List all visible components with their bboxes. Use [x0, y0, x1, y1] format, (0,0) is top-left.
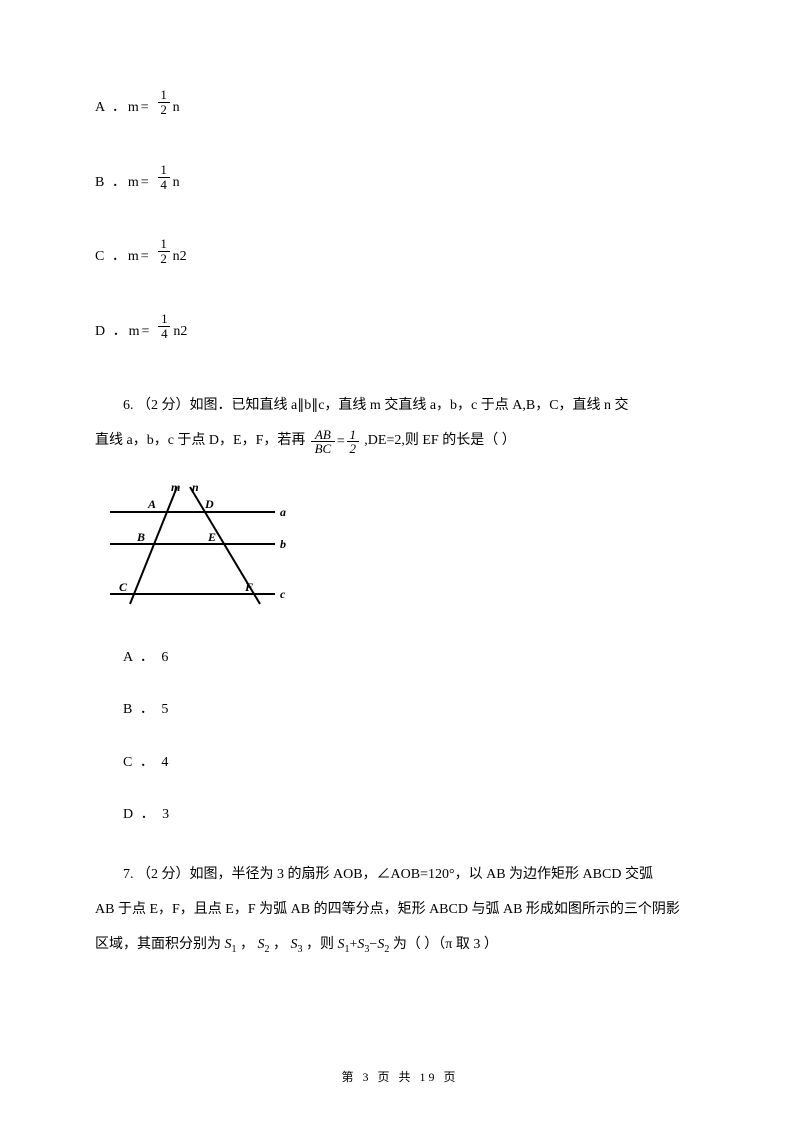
q6-answer-b: B ． 5	[95, 699, 705, 721]
option-b: B ．m= 1 4 n	[95, 165, 705, 195]
option-d-fraction: 1 4	[158, 312, 170, 342]
svg-text:A: A	[147, 497, 156, 511]
sep1: ，	[240, 937, 258, 952]
option-b-suffix: n	[173, 172, 180, 194]
q6-answer-a: A ． 6	[95, 647, 705, 669]
option-d: D ．m= 1 4 n2	[95, 314, 705, 344]
frac-ab-bc: AB BC	[311, 428, 335, 455]
frac-numerator: 1	[158, 88, 169, 102]
frac-numerator: 1	[348, 428, 359, 441]
option-c-fraction: 1 2	[158, 237, 170, 267]
q6-line1: 6. （2 分）如图．已知直线 a∥b∥c，直线 m 交直线 a，b，c 于点 …	[95, 388, 705, 423]
option-d-label: D ．m=	[95, 321, 151, 343]
q6-answer-d: D ． 3	[95, 804, 705, 826]
svg-text:m: m	[171, 480, 180, 494]
option-b-label: B ．m=	[95, 172, 151, 194]
svg-text:E: E	[207, 530, 216, 544]
q6-diagram: A D B E C F a b c m n	[95, 479, 705, 622]
s2-var: S	[258, 937, 265, 952]
frac-denominator: BC	[313, 442, 334, 455]
s1-sub: 1	[232, 943, 237, 954]
q7-line2: AB 于点 E，F，且点 E，F 为弧 AB 的四等分点，矩形 ABCD 与弧 …	[95, 892, 705, 927]
equals: =	[337, 424, 345, 459]
q7-line3-pre: 区域，其面积分别为	[95, 937, 225, 952]
sep2: ，	[273, 937, 291, 952]
q7-line1: 7. （2 分）如图，半径为 3 的扇形 AOB，∠AOB=120°，以 AB …	[95, 857, 705, 892]
option-a-label: A ．m=	[95, 97, 151, 119]
svg-text:b: b	[280, 537, 286, 551]
frac-numerator: 1	[158, 237, 169, 251]
option-c: C ．m= 1 2 n2	[95, 239, 705, 269]
q6-line2: 直线 a，b，c 于点 D，E，F，若再 AB BC = 1 2 ,DE=2,则…	[95, 423, 705, 458]
svg-text:c: c	[280, 587, 286, 601]
question-7: 7. （2 分）如图，半径为 3 的扇形 AOB，∠AOB=120°，以 AB …	[95, 857, 705, 962]
svg-text:D: D	[204, 497, 214, 511]
q7-line3-post: 为（ ）（π 取 3 ）	[393, 937, 498, 952]
frac-numerator: 1	[159, 312, 170, 326]
svg-text:a: a	[280, 505, 286, 519]
q7-line3: 区域，其面积分别为 S1 ， S2 ， S3 ，则 S1+S3−S2 为（ ）（…	[95, 927, 705, 962]
frac-denominator: 2	[348, 442, 359, 455]
q6-ratio: AB BC = 1 2	[309, 424, 361, 459]
s3-sub: 3	[298, 943, 303, 954]
option-c-suffix: n2	[173, 246, 187, 268]
svg-text:C: C	[119, 580, 128, 594]
option-a-fraction: 1 2	[158, 88, 170, 118]
question-6: 6. （2 分）如图．已知直线 a∥b∥c，直线 m 交直线 a，b，c 于点 …	[95, 388, 705, 458]
parallel-lines-diagram: A D B E C F a b c m n	[95, 479, 305, 614]
option-a-suffix: n	[173, 97, 180, 119]
q6-line2-post: ,DE=2,则 EF 的长是（ ）	[364, 433, 515, 448]
frac-denominator: 4	[159, 327, 170, 341]
option-c-label: C ．m=	[95, 246, 151, 268]
expr-s2-sub: 2	[384, 943, 389, 954]
s1-var: S	[225, 937, 232, 952]
q6-answer-c: C ． 4	[95, 752, 705, 774]
frac-numerator: AB	[313, 428, 333, 441]
s3-var: S	[291, 937, 298, 952]
svg-text:B: B	[136, 530, 145, 544]
option-d-suffix: n2	[173, 321, 187, 343]
svg-text:F: F	[244, 580, 253, 594]
frac-denominator: 4	[158, 178, 169, 192]
page-footer: 第 3 页 共 19 页	[0, 1068, 800, 1087]
expr-s1: S	[338, 937, 345, 952]
option-b-fraction: 1 4	[158, 163, 170, 193]
frac-numerator: 1	[158, 163, 169, 177]
option-a: A ．m= 1 2 n	[95, 90, 705, 120]
q7-mid: ，则	[306, 937, 338, 952]
s2-sub: 2	[265, 943, 270, 954]
frac-denominator: 2	[158, 103, 169, 117]
svg-text:n: n	[192, 480, 199, 494]
q6-line2-pre: 直线 a，b，c 于点 D，E，F，若再	[95, 433, 309, 448]
frac-half: 1 2	[347, 428, 359, 455]
frac-denominator: 2	[158, 252, 169, 266]
